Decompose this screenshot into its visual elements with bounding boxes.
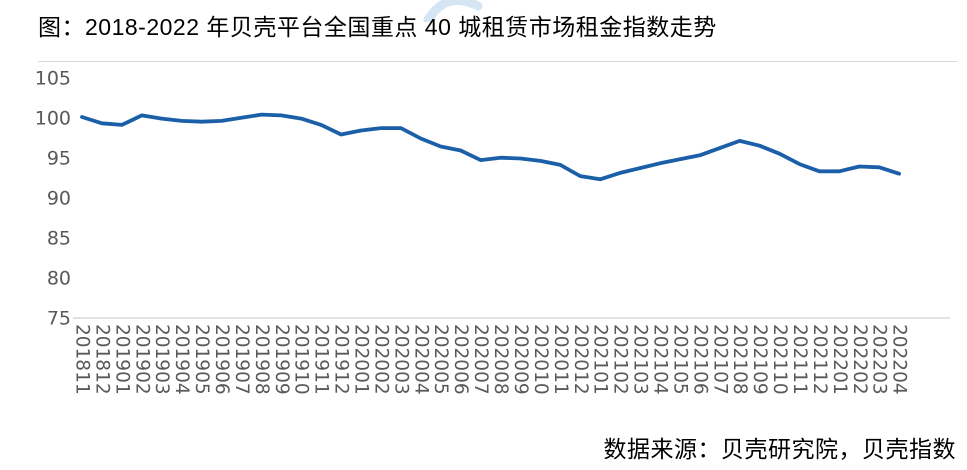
y-tick-label: 95 (47, 148, 71, 170)
watermark-swoosh (423, 0, 483, 22)
x-tick-label: 202005 (430, 324, 451, 395)
x-tick-label: 202105 (669, 324, 690, 395)
rent-index-line (80, 112, 901, 182)
x-tick-label: 202101 (590, 324, 611, 395)
x-tick-label: 201911 (311, 324, 332, 395)
y-tick-label: 85 (47, 227, 71, 249)
x-tick-label: 202001 (351, 324, 372, 395)
x-tick-label: 201901 (111, 324, 132, 395)
x-tick-label: 202201 (829, 324, 850, 395)
x-tick-label: 202007 (470, 324, 491, 395)
x-tick-label: 202106 (689, 324, 710, 395)
x-tick-label: 201908 (251, 324, 272, 395)
x-tick-label: 202004 (410, 324, 431, 395)
y-tick-label: 100 (35, 108, 71, 130)
y-tick-label: 90 (47, 187, 71, 209)
x-tick-label: 202202 (849, 324, 870, 395)
x-tick-label: 201905 (191, 324, 212, 395)
x-tick-label: 202103 (630, 324, 651, 395)
x-tick-label: 201903 (151, 324, 172, 395)
x-tick-label: 202102 (610, 324, 631, 395)
x-tick-label: 202003 (390, 324, 411, 395)
x-tick-label: 201906 (211, 324, 232, 395)
x-tick-label: 201812 (91, 324, 112, 395)
x-tick-label: 201912 (331, 324, 352, 395)
x-tick-label: 201811 (72, 324, 93, 395)
x-tick-label: 202108 (729, 324, 750, 395)
x-tick-label: 201902 (131, 324, 152, 395)
x-tick-label: 202006 (450, 324, 471, 395)
x-tick-label: 202009 (510, 324, 531, 395)
y-tick-label: 80 (47, 267, 71, 289)
x-tick-label: 202111 (789, 324, 810, 395)
x-tick-label: 202012 (570, 324, 591, 395)
x-tick-label: 202109 (749, 324, 770, 395)
x-tick-label: 201904 (171, 324, 192, 395)
x-tick-label: 201909 (271, 324, 292, 395)
x-tick-label: 202112 (809, 324, 830, 395)
x-tick-label: 202107 (709, 324, 730, 395)
x-tick-label: 201907 (231, 324, 252, 395)
x-tick-label: 202008 (490, 324, 511, 395)
y-tick-label: 75 (47, 307, 71, 329)
x-tick-label: 202002 (370, 324, 391, 395)
x-tick-label: 202110 (769, 324, 790, 395)
x-tick-label: 202010 (530, 324, 551, 395)
watermark-icon (423, 0, 483, 22)
y-tick-label: 105 (35, 68, 71, 90)
source-note: 数据来源：贝壳研究院，贝壳指数 (603, 436, 956, 462)
x-tick-label: 201910 (291, 324, 312, 395)
x-tick-label: 202104 (650, 324, 671, 395)
figure-title: 图：2018-2022 年贝壳平台全国重点 40 城租赁市场租金指数走势 (38, 14, 717, 40)
x-tick-label: 202011 (550, 324, 571, 395)
x-tick-label: 202204 (889, 324, 910, 395)
x-tick-label: 202203 (869, 324, 890, 395)
title-divider (38, 61, 957, 62)
